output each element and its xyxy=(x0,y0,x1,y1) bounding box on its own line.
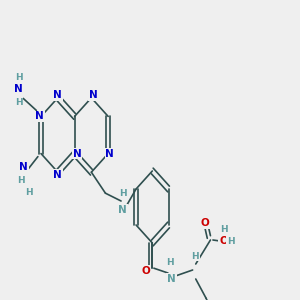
Text: N: N xyxy=(14,84,23,94)
Text: H: H xyxy=(166,258,174,267)
Text: N: N xyxy=(53,170,62,180)
Text: N: N xyxy=(105,148,114,159)
Text: H: H xyxy=(227,237,235,246)
Text: O: O xyxy=(200,218,209,228)
Text: H: H xyxy=(15,98,22,107)
Text: N: N xyxy=(88,90,97,100)
Text: N: N xyxy=(73,148,82,159)
Text: H: H xyxy=(220,225,227,234)
Text: O: O xyxy=(219,236,228,246)
Text: O: O xyxy=(141,266,150,276)
Text: H: H xyxy=(119,189,126,198)
Text: N: N xyxy=(118,205,127,215)
Text: H: H xyxy=(15,73,22,82)
Text: H: H xyxy=(17,176,25,185)
Text: N: N xyxy=(167,274,176,284)
Text: H: H xyxy=(191,252,199,261)
Text: H: H xyxy=(25,188,32,197)
Text: N: N xyxy=(20,162,28,172)
Text: N: N xyxy=(35,111,44,122)
Text: N: N xyxy=(53,90,62,100)
